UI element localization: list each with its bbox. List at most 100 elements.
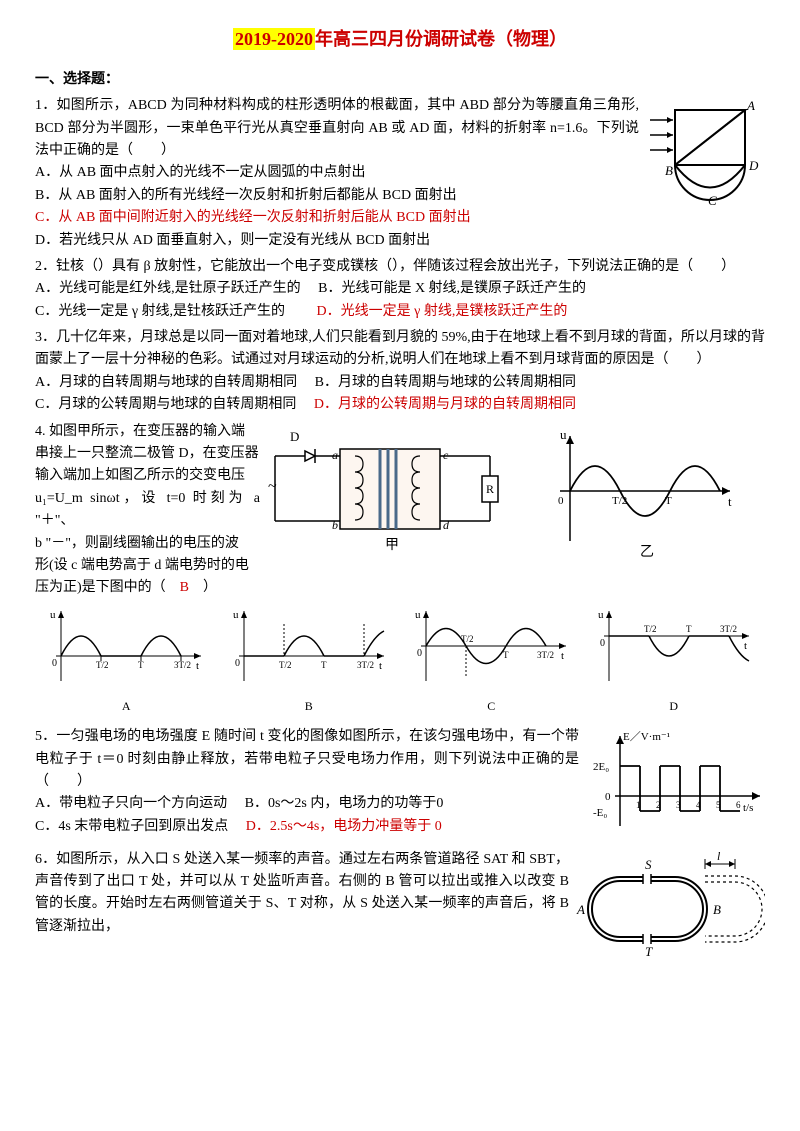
svg-text:R: R [486,482,494,496]
svg-text:0: 0 [417,648,422,659]
svg-text:u: u [560,427,567,442]
svg-text:T/2: T/2 [461,634,474,644]
svg-text:b: b [332,518,338,532]
q2-opt-d: D．光线一定是 γ 射线,是镤核跃迁产生的 [317,304,568,319]
q4-l2: 串接上一只整流二极管 D，在变压器 [35,443,260,465]
q4-l7: 压为正)是下图中的（ [35,580,166,595]
q2-opt-c: C．光线一定是 γ 射线,是钍核跃迁产生的 [35,304,285,319]
svg-text:T/2: T/2 [644,624,657,634]
svg-text:T/2: T/2 [279,660,292,670]
page-title: 2019-2020年高三四月份调研试卷（物理） [35,25,765,54]
title-year: 2019-2020 [233,28,315,50]
svg-text:C: C [708,193,717,208]
q4-fig-d: ut 0 T/2T3T/2 D [594,606,754,716]
svg-text:3T/2: 3T/2 [537,650,554,660]
q1-opt-d: D．若光线只从 AD 面垂直射入，则一定没有光线从 BCD 面射出 [35,230,765,252]
svg-text:l: l [717,849,721,863]
q4-opt-label-d: D [594,697,754,716]
question-5: E／V·m⁻¹ t/s 2E₀ 0 -E₀ 12 34 56 5．一匀强电场的电… [35,726,765,844]
svg-text:T: T [321,660,327,670]
svg-text:3T/2: 3T/2 [174,660,191,670]
question-4: 4. 如图甲所示，在变压器的输入端 串接上一只整流二极管 D，在变压器 输入端加… [35,421,765,723]
q6-figure: S T A B l [575,849,765,967]
svg-text:d: d [443,518,450,532]
q1-figure: A B D C [645,95,765,215]
q5-ylabel: E／V·m⁻¹ [623,730,670,743]
q5-opt-b: B．0s～2s 内，电场力的功等于0 [245,796,444,811]
svg-text:u: u [50,609,56,621]
q4-fig-a: ut 0 T/2T3T/2 A [46,606,206,716]
q4-opt-label-c: C [411,697,571,716]
q4-fig-yi: 乙 [640,544,654,560]
svg-text:A: A [576,902,585,917]
svg-text:c: c [443,448,449,462]
svg-text:S: S [645,857,652,872]
svg-text:t: t [561,650,564,662]
svg-text:2E₀: 2E₀ [593,761,609,773]
section-heading: 一、选择题： [35,69,765,91]
q4-fig-jia: 甲 [385,538,399,553]
svg-text:u: u [598,609,604,621]
svg-text:4: 4 [696,800,701,810]
question-3: 3．几十亿年来，月球总是以同一面对着地球,人们只能看到月貌的 59%,由于在地球… [35,327,765,417]
svg-text:0: 0 [52,658,57,669]
q4-opt-label-b: B [229,697,389,716]
svg-text:6: 6 [736,800,741,810]
q4-l1: 4. 如图甲所示，在变压器的输入端 [35,421,260,443]
svg-text:T: T [665,495,672,507]
q3-opt-d: D．月球的公转周期与月球的自转周期相同 [314,397,576,412]
q4-l4: u₁=U_m sinωt，设 t=0 时刻为 a "＋"、 [35,488,260,533]
svg-text:T: T [503,650,509,660]
svg-text:T/2: T/2 [96,660,109,670]
question-1: A B D C 1．如图所示，ABCD 为同种材料构成的柱形透明体的根截面，其中… [35,95,765,252]
svg-text:T/2: T/2 [612,495,627,507]
q4-options-figures: u t 0 T/2 T 3T/2 A u t 0 T [35,606,765,716]
q4-l3: 输入端加上如图乙所示的交变电压 [35,465,260,487]
svg-text:t: t [728,494,732,509]
q4-fig-c: u t 0 T/2 T 3T/2 C [411,606,571,716]
svg-text:t: t [196,660,199,672]
q4-circuit-figure: D ~ a b c d [260,421,760,600]
svg-text:1: 1 [636,800,641,810]
svg-text:0: 0 [558,495,564,507]
question-2: 2．钍核（）具有 β 放射性，它能放出一个电子变成镤核（），伴随该过程会放出光子… [35,256,765,323]
q2-stem: 2．钍核（）具有 β 放射性，它能放出一个电子变成镤核（），伴随该过程会放出光子… [35,256,765,278]
svg-text:2: 2 [656,800,661,810]
q4-l7b: ） [203,580,217,595]
svg-text:A: A [746,98,755,113]
svg-text:T: T [686,624,692,634]
q4-opt-label-a: A [46,697,206,716]
title-rest: 年高三四月份调研试卷（物理） [315,29,567,49]
svg-text:B: B [713,902,721,917]
svg-text:3T/2: 3T/2 [357,660,374,670]
svg-text:u: u [415,609,421,621]
q4-answer: B [180,580,189,595]
svg-text:a: a [332,448,338,462]
q3-opt-b: B．月球的自转周期与地球的公转周期相同 [315,375,576,390]
svg-text:D: D [748,158,759,173]
q5-opt-a: A．带电粒子只向一个方向运动 [35,796,227,811]
q4-fig-b: u t 0 T/2 T 3T/2 B [229,606,389,716]
q2-opt-b: B．光线可能是 X 射线,是镤原子跃迁产生的 [318,281,586,296]
svg-text:0: 0 [235,658,240,669]
svg-text:t: t [744,640,747,652]
q2-opt-a: A．光线可能是红外线,是钍原子跃迁产生的 [35,281,301,296]
svg-text:3: 3 [676,800,681,810]
q4-l6: 形(设 c 端电势高于 d 端电势时的电 [35,555,260,577]
svg-text:B: B [665,163,673,178]
q3-opt-c: C．月球的公转周期与地球的自转周期相同 [35,397,296,412]
svg-text:0: 0 [600,638,605,649]
q3-opt-a: A．月球的自转周期与地球的自转周期相同 [35,375,297,390]
q4-l5: b "－"，则副线圈输出的电压的波 [35,533,260,555]
svg-text:0: 0 [605,791,611,803]
q3-stem: 3．几十亿年来，月球总是以同一面对着地球,人们只能看到月貌的 59%,由于在地球… [35,327,765,372]
svg-text:D: D [290,429,299,444]
svg-text:t: t [379,660,382,672]
q5-xlabel: t/s [743,802,753,814]
svg-text:-E₀: -E₀ [593,807,607,819]
q5-opt-d: D．2.5s～4s，电场力冲量等于 0 [246,819,442,834]
question-6: S T A B l 6．如图所示，从入口 S 处送入某一频率的声音。通过左右两条… [35,849,765,967]
svg-text:u: u [233,609,239,621]
svg-text:5: 5 [716,800,721,810]
q5-opt-c: C．4s 末带电粒子回到原出发点 [35,819,228,834]
